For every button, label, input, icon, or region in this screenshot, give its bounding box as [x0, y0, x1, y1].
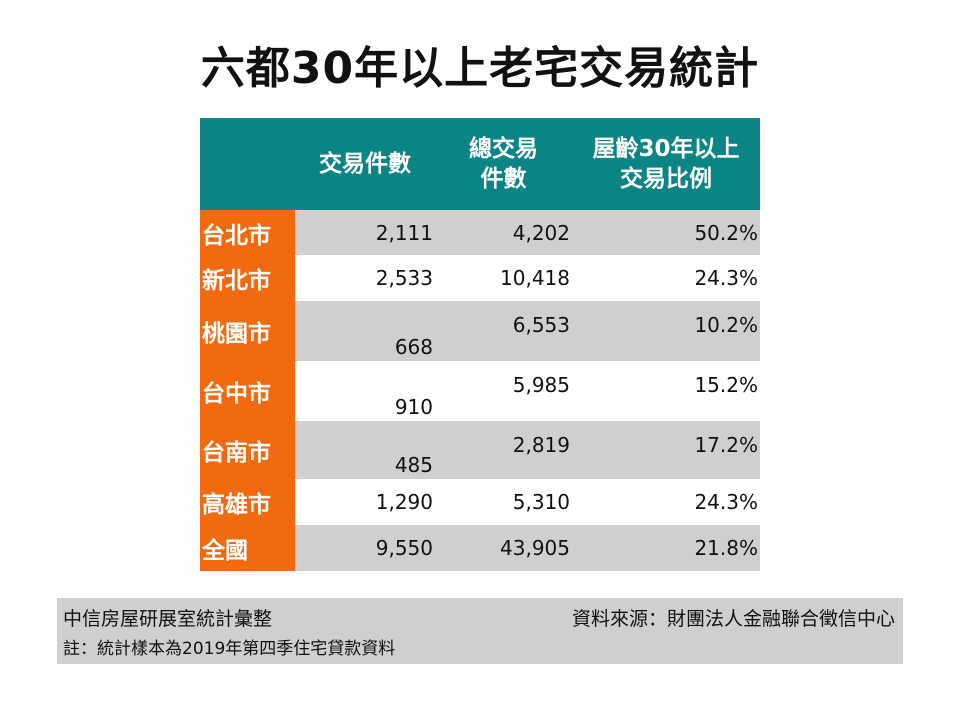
- footer-note: 註：統計樣本為2019年第四季住宅貸款資料: [63, 639, 396, 659]
- header-blank: [200, 118, 295, 210]
- header-total-line2: 件數: [480, 166, 527, 192]
- table-row: 新北市 2,533 10,418 24.3%: [200, 255, 760, 301]
- cell-total: 5,985: [435, 361, 572, 421]
- table-row: 台中市 910 5,985 15.2%: [200, 361, 760, 421]
- table-header: 交易件數 總交易 件數 屋齡30年以上 交易比例: [200, 118, 760, 210]
- header-count-label: 交易件數: [319, 151, 411, 177]
- cell-total: 5,310: [435, 479, 572, 525]
- cell-ratio: 24.3%: [572, 255, 760, 301]
- cell-count: 1,290: [295, 479, 435, 525]
- cell-ratio: 10.2%: [572, 301, 760, 361]
- header-ratio-line1: 屋齡30年以上: [592, 136, 740, 162]
- data-table: 交易件數 總交易 件數 屋齡30年以上 交易比例 台北市 2,111 4,202 50…: [200, 118, 760, 571]
- cell-total: 10,418: [435, 255, 572, 301]
- header-count: 交易件數: [295, 118, 435, 210]
- cell-count: 2,111: [295, 210, 435, 255]
- footer-source: 資料來源：財團法人金融聯合徵信中心: [571, 608, 895, 630]
- table-row: 台北市 2,111 4,202 50.2%: [200, 210, 760, 255]
- page-title: 六都30年以上老宅交易統計: [200, 43, 760, 94]
- cell-count: 910: [295, 361, 435, 421]
- cell-ratio: 17.2%: [572, 421, 760, 479]
- footer-box: 中信房屋研展室統計彙整 資料來源：財團法人金融聯合徵信中心 註：統計樣本為201…: [57, 598, 903, 664]
- cell-total: 2,819: [435, 421, 572, 479]
- row-label: 桃園市: [200, 301, 295, 361]
- cell-count: 9,550: [295, 525, 435, 571]
- cell-total: 43,905: [435, 525, 572, 571]
- cell-count: 668: [295, 301, 435, 361]
- table-body: 台北市 2,111 4,202 50.2% 新北市 2,533 10,418 24.3% 桃園市…: [200, 210, 760, 571]
- row-label: 高雄市: [200, 479, 295, 525]
- header-ratio: 屋齡30年以上 交易比例: [572, 118, 760, 210]
- cell-count: 485: [295, 421, 435, 479]
- cell-total: 4,202: [435, 210, 572, 255]
- cell-count: 2,533: [295, 255, 435, 301]
- header-total-line1: 總交易: [469, 136, 538, 162]
- header-total: 總交易 件數: [435, 118, 572, 210]
- cell-total: 6,553: [435, 301, 572, 361]
- table-row: 高雄市 1,290 5,310 24.3%: [200, 479, 760, 525]
- row-label: 全國: [200, 525, 295, 571]
- row-label: 新北市: [200, 255, 295, 301]
- row-label: 台南市: [200, 421, 295, 479]
- header-ratio-line2: 交易比例: [619, 166, 712, 192]
- row-label: 台中市: [200, 361, 295, 421]
- footer-compiler: 中信房屋研展室統計彙整: [63, 608, 273, 630]
- table-row: 桃園市 668 6,553 10.2%: [200, 301, 760, 361]
- cell-ratio: 24.3%: [572, 479, 760, 525]
- cell-ratio: 50.2%: [572, 210, 760, 255]
- table-row: 台南市 485 2,819 17.2%: [200, 421, 760, 479]
- cell-ratio: 15.2%: [572, 361, 760, 421]
- row-label: 台北市: [200, 210, 295, 255]
- cell-ratio: 21.8%: [572, 525, 760, 571]
- table-row: 全國 9,550 43,905 21.8%: [200, 525, 760, 571]
